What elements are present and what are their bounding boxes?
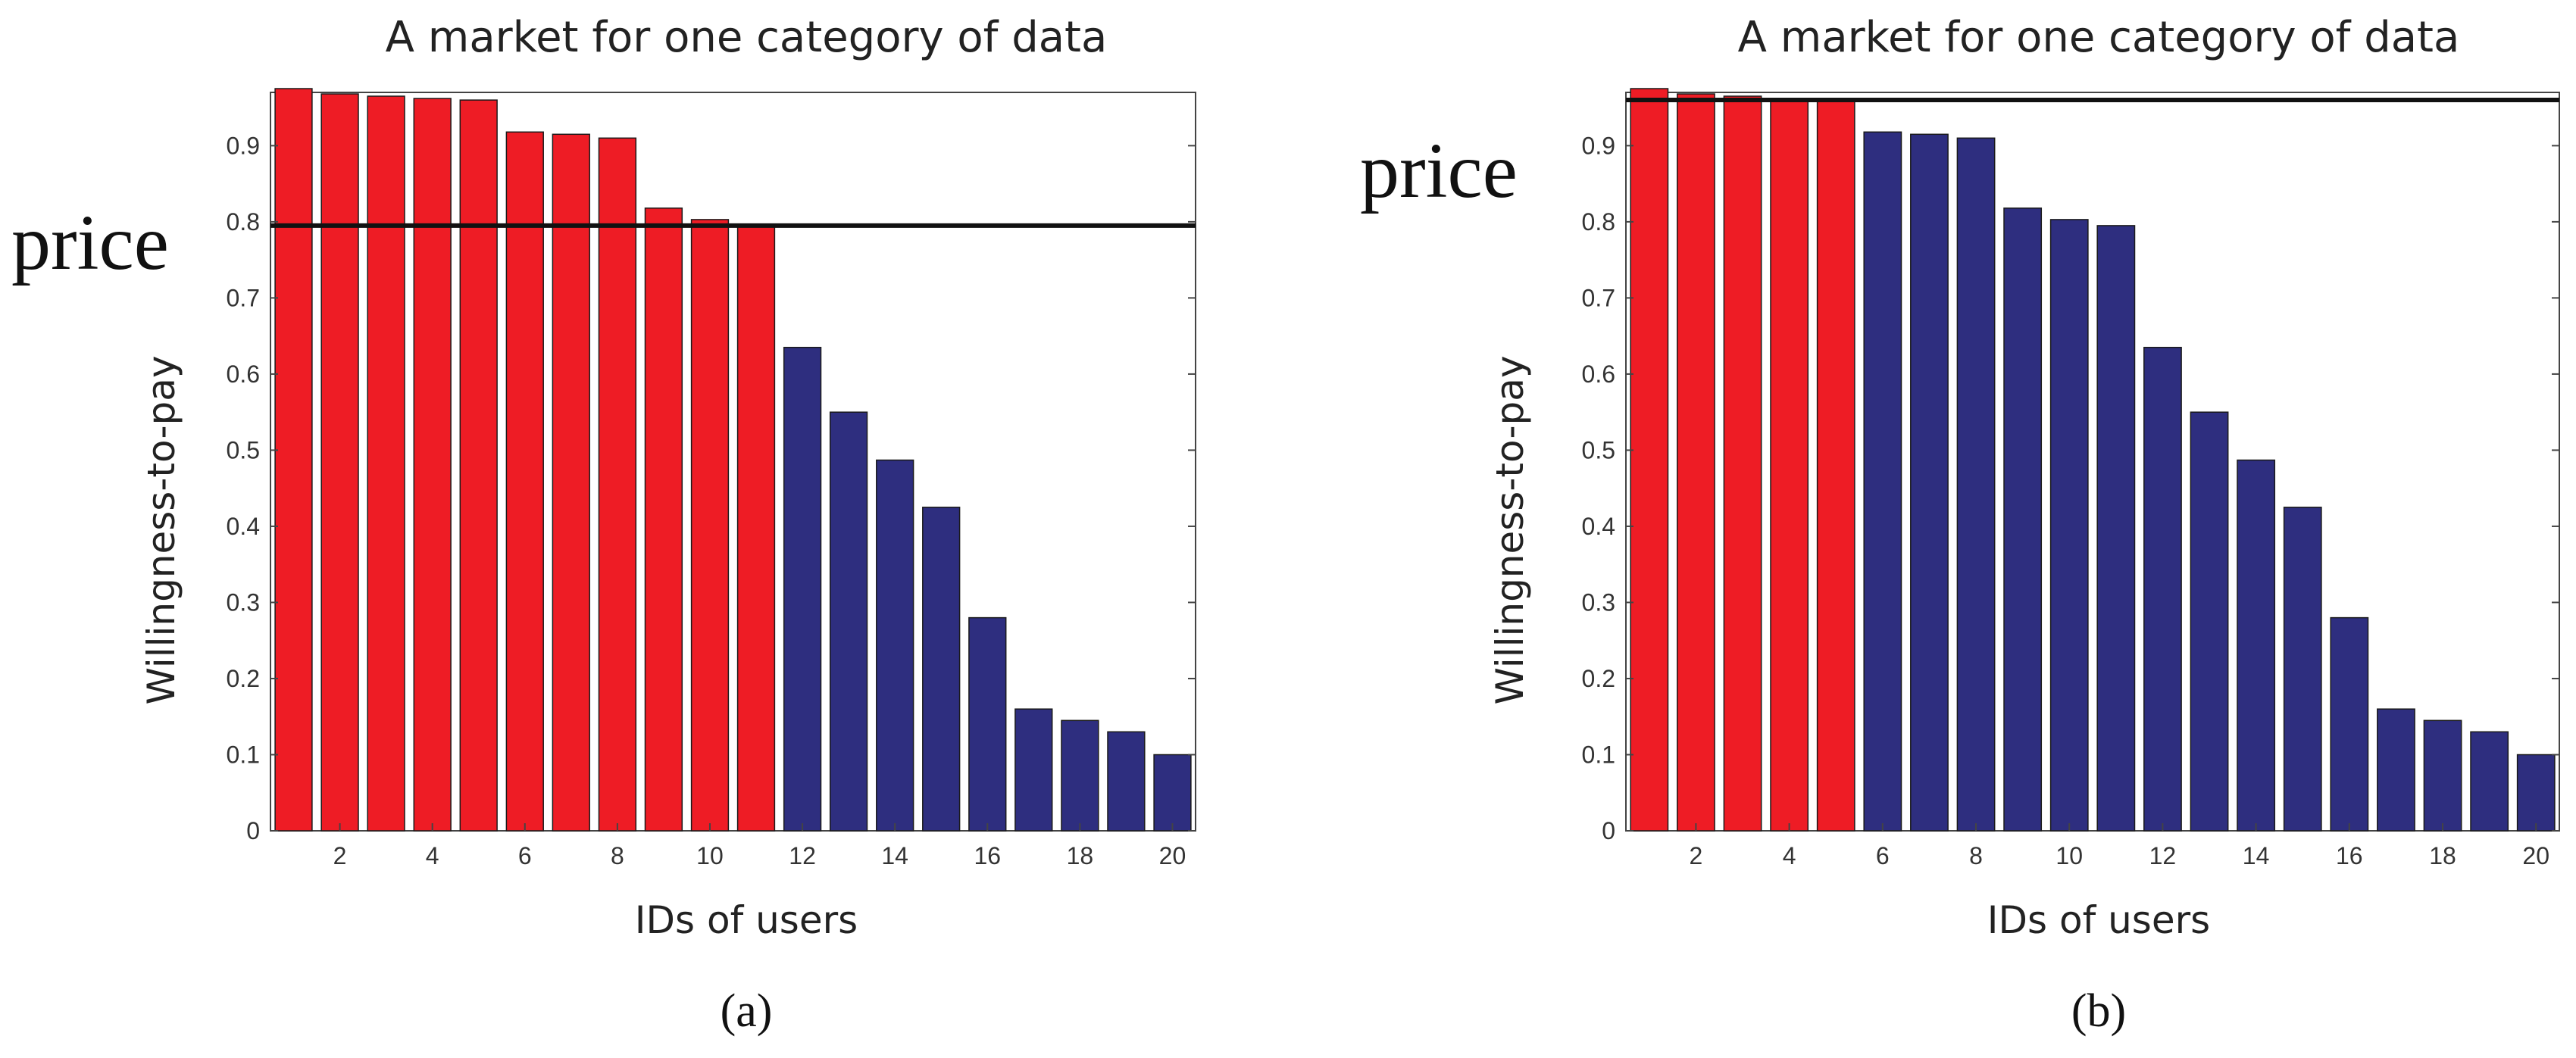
x-tick-label: 4 bbox=[426, 842, 439, 869]
x-tick-label: 2 bbox=[1690, 842, 1703, 869]
bar bbox=[1723, 95, 1762, 832]
y-tick-label: 0.8 bbox=[1582, 208, 1615, 236]
bar bbox=[644, 208, 683, 832]
bar bbox=[829, 411, 868, 832]
bar bbox=[2423, 719, 2462, 832]
y-tick-label: 0.1 bbox=[1582, 741, 1615, 768]
x-tick-label: 12 bbox=[789, 842, 816, 869]
bar bbox=[2049, 219, 2089, 832]
y-axis-label: Willingness-to-pay bbox=[1488, 355, 1532, 704]
x-axis-label: IDs of users bbox=[1987, 898, 2210, 942]
x-tick-label: 16 bbox=[974, 842, 1001, 869]
bar bbox=[274, 88, 313, 832]
x-axis-label: IDs of users bbox=[635, 898, 858, 942]
bar bbox=[1677, 93, 1715, 832]
bar bbox=[1153, 754, 1192, 832]
y-tick-label: 0.6 bbox=[227, 360, 260, 388]
bar bbox=[1863, 131, 1902, 832]
y-tick-label: 0.7 bbox=[1582, 284, 1615, 311]
y-tick-label: 0.4 bbox=[1582, 513, 1615, 540]
x-tick-label: 8 bbox=[1969, 842, 1983, 869]
bar bbox=[1061, 719, 1099, 832]
x-tick-label: 6 bbox=[1876, 842, 1890, 869]
bar bbox=[2330, 616, 2369, 832]
x-tick-label: 14 bbox=[2243, 842, 2270, 869]
bar bbox=[2003, 208, 2043, 832]
bar bbox=[2377, 708, 2415, 832]
bar bbox=[2096, 225, 2136, 832]
x-tick-label: 18 bbox=[1067, 842, 1094, 869]
x-tick-label: 18 bbox=[2429, 842, 2456, 869]
panel-caption: (a) bbox=[721, 985, 773, 1037]
bar bbox=[968, 616, 1007, 832]
bar bbox=[1770, 98, 1809, 832]
price-label: price bbox=[1360, 127, 1518, 214]
x-tick-label: 4 bbox=[1783, 842, 1796, 869]
y-tick-label: 0.2 bbox=[227, 665, 260, 692]
bar bbox=[922, 507, 961, 832]
x-tick-label: 10 bbox=[696, 842, 724, 869]
x-tick-label: 8 bbox=[611, 842, 624, 869]
price-label: price bbox=[11, 199, 169, 286]
y-tick-label: 0 bbox=[246, 817, 260, 844]
bar bbox=[1014, 708, 1053, 832]
y-tick-label: 0.9 bbox=[227, 132, 260, 159]
plot-frame bbox=[270, 92, 1196, 832]
y-tick-label: 0.2 bbox=[1582, 665, 1615, 692]
bar bbox=[2190, 411, 2229, 832]
bar bbox=[1816, 99, 1855, 832]
x-tick-label: 10 bbox=[2055, 842, 2083, 869]
x-tick-label: 12 bbox=[2149, 842, 2177, 869]
chart-title: A market for one category of data bbox=[1738, 13, 2460, 62]
chart-title: A market for one category of data bbox=[386, 13, 1108, 62]
plot-frame bbox=[1625, 92, 2560, 832]
bar bbox=[2283, 507, 2322, 832]
x-tick-label: 14 bbox=[881, 842, 908, 869]
bar bbox=[1956, 137, 1996, 832]
bar bbox=[736, 225, 776, 832]
chart-panel-b: A market for one category of data price … bbox=[1360, 13, 2560, 1037]
chart-panel-a: A market for one category of data price … bbox=[11, 13, 1196, 1037]
x-tick-label: 20 bbox=[2522, 842, 2549, 869]
bar bbox=[2143, 346, 2182, 832]
y-tick-label: 0.5 bbox=[1582, 436, 1615, 463]
bar bbox=[367, 95, 405, 832]
bar bbox=[552, 133, 590, 832]
bar bbox=[1910, 133, 1949, 832]
y-tick-label: 0.4 bbox=[227, 513, 260, 540]
y-tick-label: 0.9 bbox=[1582, 132, 1615, 159]
y-tick-label: 0.5 bbox=[227, 436, 260, 463]
bar bbox=[876, 459, 914, 832]
bar bbox=[1630, 88, 1669, 832]
bar bbox=[598, 137, 637, 832]
bar bbox=[690, 219, 730, 832]
y-axis-label: Willingness-to-pay bbox=[139, 355, 183, 704]
y-tick-label: 0.3 bbox=[227, 588, 260, 616]
bar bbox=[459, 99, 498, 832]
bar bbox=[413, 98, 452, 832]
x-tick-label: 2 bbox=[333, 842, 347, 869]
panel-caption: (b) bbox=[2071, 985, 2126, 1037]
y-tick-label: 0 bbox=[1602, 817, 1615, 844]
bar bbox=[320, 93, 359, 832]
y-tick-label: 0.3 bbox=[1582, 588, 1615, 616]
x-tick-label: 20 bbox=[1159, 842, 1186, 869]
bar bbox=[2516, 754, 2556, 832]
y-tick-label: 0.1 bbox=[227, 741, 260, 768]
bar bbox=[783, 346, 822, 832]
y-tick-label: 0.8 bbox=[227, 208, 260, 236]
x-tick-label: 16 bbox=[2336, 842, 2363, 869]
bar bbox=[1107, 731, 1146, 832]
y-tick-label: 0.7 bbox=[227, 284, 260, 311]
x-tick-label: 6 bbox=[518, 842, 532, 869]
bar bbox=[2470, 731, 2509, 832]
bar bbox=[505, 131, 544, 832]
y-tick-label: 0.6 bbox=[1582, 360, 1615, 388]
bar bbox=[2237, 459, 2276, 832]
